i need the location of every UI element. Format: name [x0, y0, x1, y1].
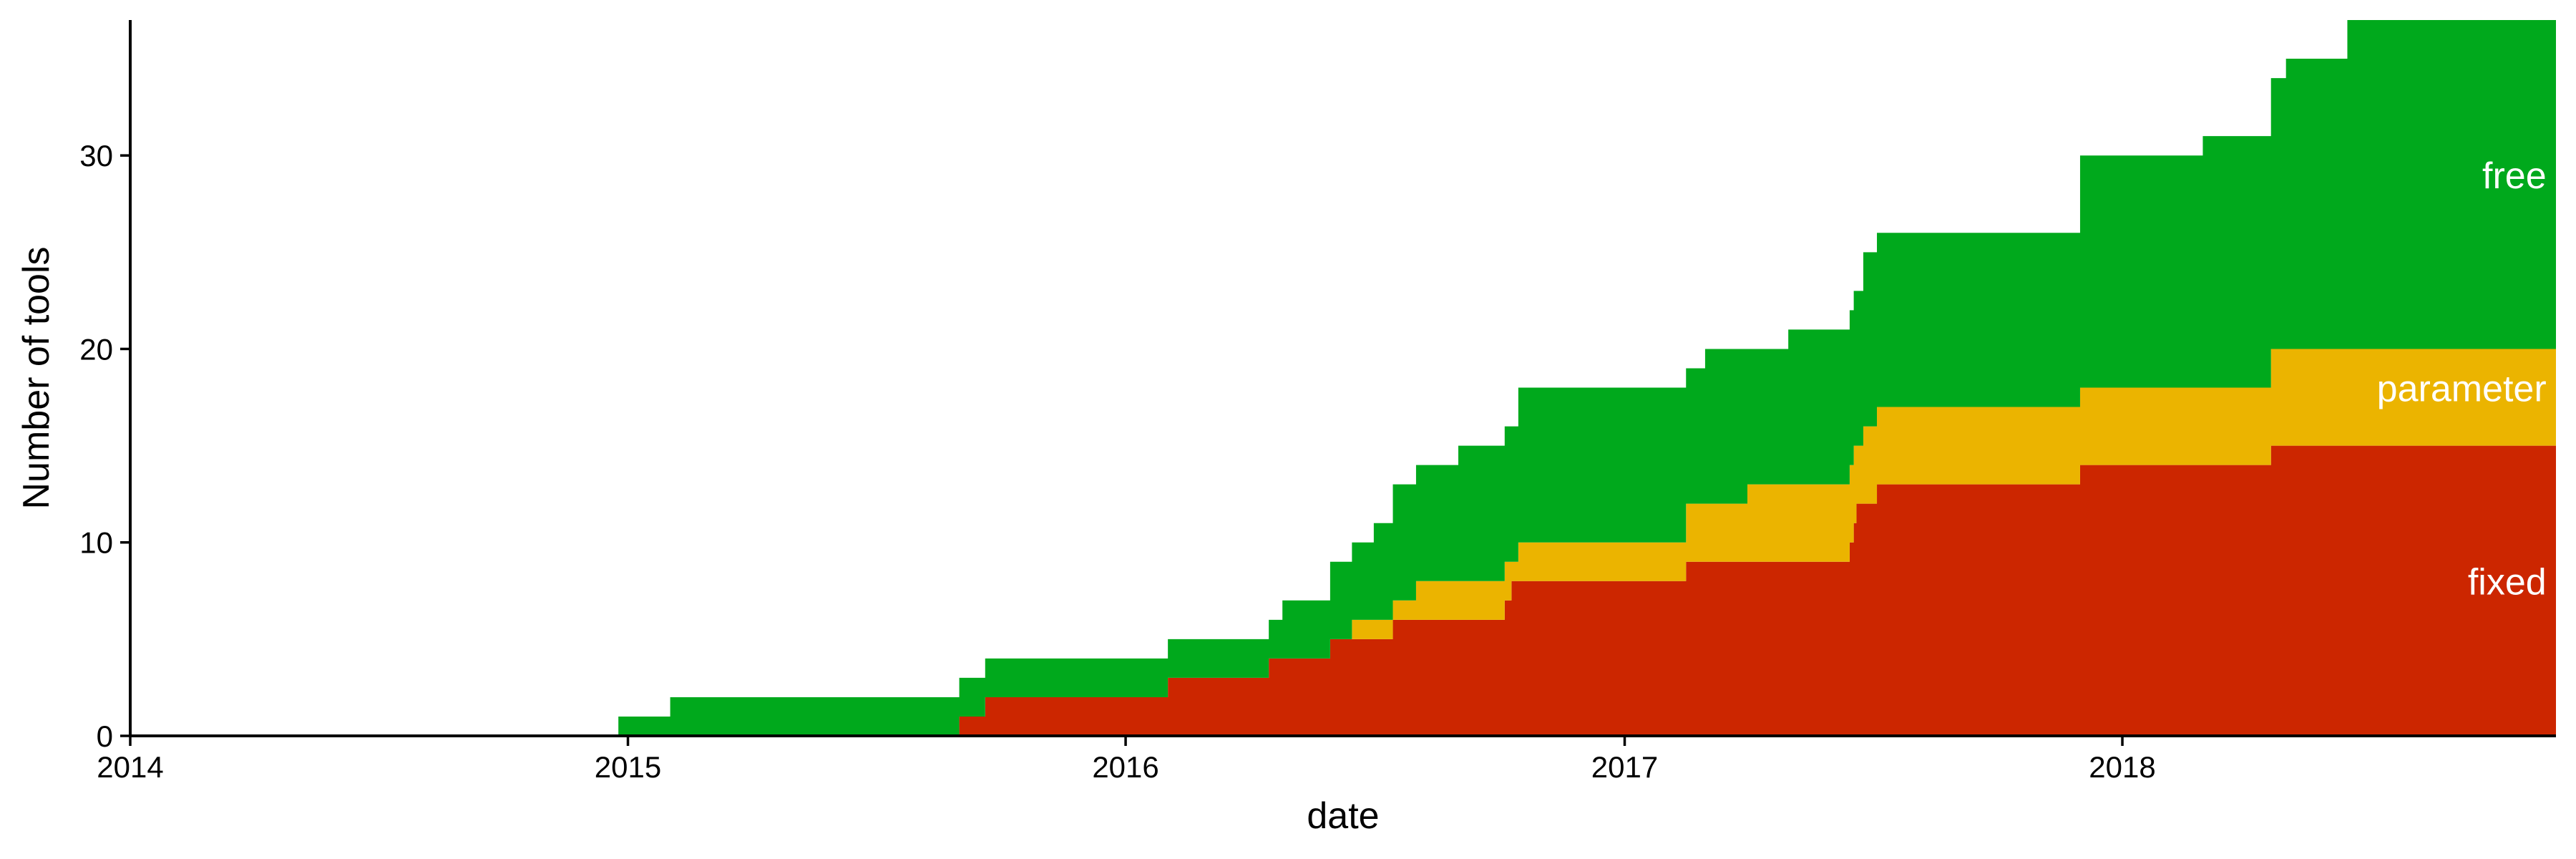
- y-tick-label: 20: [79, 332, 113, 366]
- area-label-parameter: parameter: [2377, 368, 2547, 409]
- area-fixed: [130, 445, 2556, 736]
- x-tick-label: 2018: [2089, 750, 2155, 784]
- x-axis-title: date: [1307, 795, 1379, 837]
- x-axis: 2014 2015 2016 2017 2018: [97, 734, 2556, 784]
- area-free: [130, 20, 2556, 736]
- x-tick-label: 2016: [1092, 750, 1158, 784]
- y-tick-label: 30: [79, 139, 113, 173]
- y-axis-title: Number of tools: [16, 246, 57, 509]
- x-tick-label: 2015: [595, 750, 661, 784]
- y-tick-label: 0: [97, 719, 113, 753]
- y-tick-label: 10: [79, 526, 113, 560]
- area-labels: free parameter fixed: [2377, 155, 2547, 603]
- x-tick-label: 2017: [1591, 750, 1658, 784]
- area-label-free: free: [2482, 155, 2547, 197]
- plot-areas: [130, 20, 2556, 736]
- x-tick-label: 2014: [97, 750, 163, 784]
- area-label-fixed: fixed: [2468, 562, 2547, 603]
- y-axis: 0 10 20 30: [79, 20, 132, 753]
- area-parameter: [130, 349, 2556, 736]
